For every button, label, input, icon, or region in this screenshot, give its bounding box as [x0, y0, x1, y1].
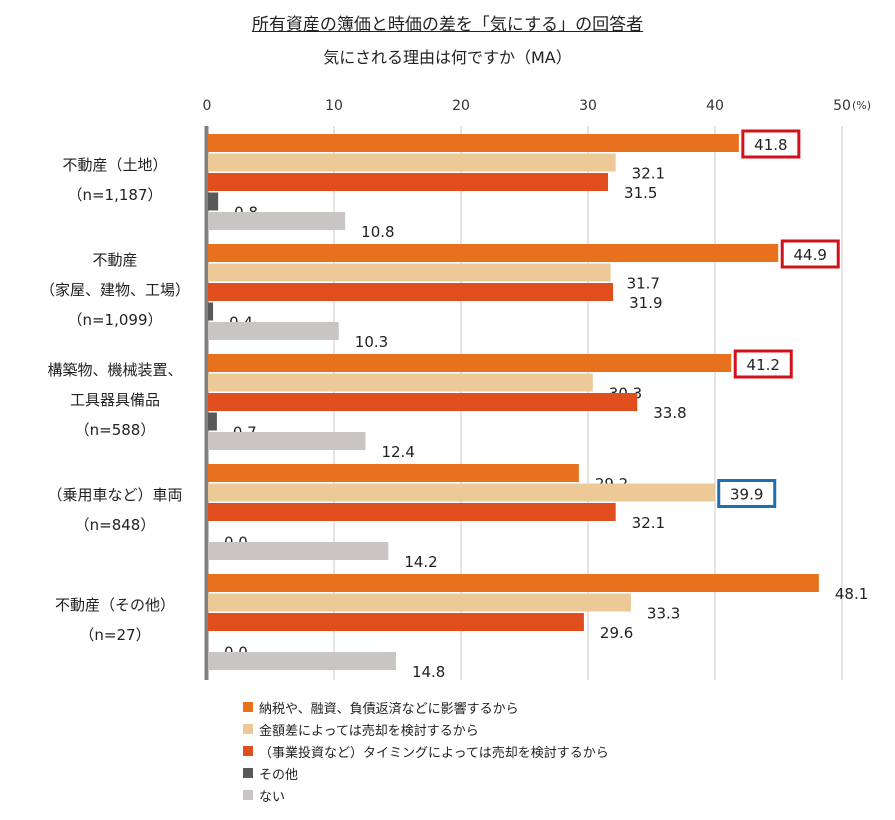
legend-item: その他: [243, 762, 609, 784]
bar: [208, 212, 346, 230]
bar: [208, 412, 217, 431]
bar: [208, 173, 609, 191]
category-label: 不動産: [92, 251, 137, 269]
bar: [208, 153, 616, 172]
x-unit-label: (%): [852, 99, 871, 112]
data-label: 31.5: [624, 184, 657, 202]
bar: [208, 593, 631, 612]
data-label: 10.8: [361, 223, 394, 241]
x-tick-label: 10: [325, 98, 343, 114]
x-tick-label: 20: [452, 98, 470, 114]
data-label: 14.8: [412, 663, 445, 681]
bar: [208, 322, 339, 340]
data-label: 10.3: [355, 333, 388, 351]
legend-label: （事業投資など）タイミングによっては売却を検討するから: [259, 745, 609, 761]
data-label: 12.4: [381, 443, 414, 461]
bar: [208, 263, 611, 282]
category-label: （n=27）: [79, 626, 150, 644]
category-label: （家屋、建物、工場）: [40, 281, 190, 299]
legend-label: 金額差によっては売却を検討するから: [259, 723, 479, 739]
data-label: 48.1: [835, 585, 868, 603]
data-label: 14.2: [404, 553, 437, 571]
bar: [208, 503, 616, 521]
category-label: 不動産（土地）: [62, 156, 167, 174]
bar: [208, 613, 584, 631]
data-label: 33.8: [653, 404, 686, 422]
highlighted-value-label: 39.9: [730, 486, 763, 504]
category-label: 構築物、機械装置、: [47, 361, 182, 379]
x-tick-label: 40: [706, 98, 724, 114]
category-label: （n=1,187）: [67, 186, 162, 204]
data-label: 33.3: [647, 605, 680, 623]
bar: [208, 283, 614, 301]
chart-title: 所有資産の簿価と時価の差を「気にする」の回答者: [251, 15, 644, 35]
category-label: （n=848）: [75, 516, 156, 534]
highlight-box: [717, 479, 777, 508]
legend-swatch: [243, 746, 253, 756]
data-label: 31.7: [627, 275, 660, 293]
bar: [208, 393, 638, 411]
bar: [208, 302, 214, 321]
bar: [208, 244, 779, 262]
category-label: 不動産（その他）: [55, 596, 175, 614]
legend-item: ない: [243, 784, 609, 806]
legend-swatch: [243, 768, 253, 778]
x-tick-label: 50: [833, 98, 851, 114]
bar: [208, 432, 366, 450]
data-label: 32.1: [632, 514, 665, 532]
legend-label: その他: [259, 767, 299, 783]
bar: [208, 373, 593, 392]
bar: [208, 354, 732, 372]
bar: [208, 542, 389, 560]
category-label: （n=588）: [75, 421, 156, 439]
category-label: （n=1,099）: [67, 311, 162, 329]
highlighted-value-label: 41.8: [754, 136, 787, 154]
legend-swatch: [243, 702, 253, 712]
bar: [208, 483, 715, 502]
legend-label: 納税や、融資、負債返済などに影響するから: [259, 701, 519, 717]
category-label: （乗用車など）車両: [47, 486, 182, 504]
legend-item: 納税や、融資、負債返済などに影響するから: [243, 696, 609, 718]
bar: [208, 574, 819, 592]
category-label: 工具器具備品: [70, 391, 160, 409]
bar: [208, 134, 739, 152]
bar: [208, 192, 219, 211]
x-tick-label: 0: [203, 98, 212, 114]
legend-label: ない: [259, 789, 286, 805]
legend-swatch: [243, 790, 253, 800]
highlight-box: [733, 349, 793, 379]
highlight-box: [741, 129, 801, 159]
data-label: 29.6: [600, 624, 633, 642]
highlight-box: [780, 239, 840, 269]
legend-item: 金額差によっては売却を検討するから: [243, 718, 609, 740]
x-tick-label: 30: [579, 98, 597, 114]
legend-item: （事業投資など）タイミングによっては売却を検討するから: [243, 740, 609, 762]
highlighted-value-label: 41.2: [747, 356, 780, 374]
highlighted-value-label: 44.9: [794, 246, 827, 264]
data-label: 32.1: [632, 165, 665, 183]
chart-subtitle: 気にされる理由は何ですか（MA）: [323, 48, 572, 67]
legend: 納税や、融資、負債返済などに影響するから 金額差によっては売却を検討するから （事業…: [243, 696, 609, 806]
bar: [208, 464, 579, 482]
bar: [208, 652, 396, 670]
data-label: 31.9: [629, 294, 662, 312]
legend-swatch: [243, 724, 253, 734]
bar-chart: 01020304050(%)41.832.131.50.810.8不動産（土地）…: [40, 98, 871, 681]
